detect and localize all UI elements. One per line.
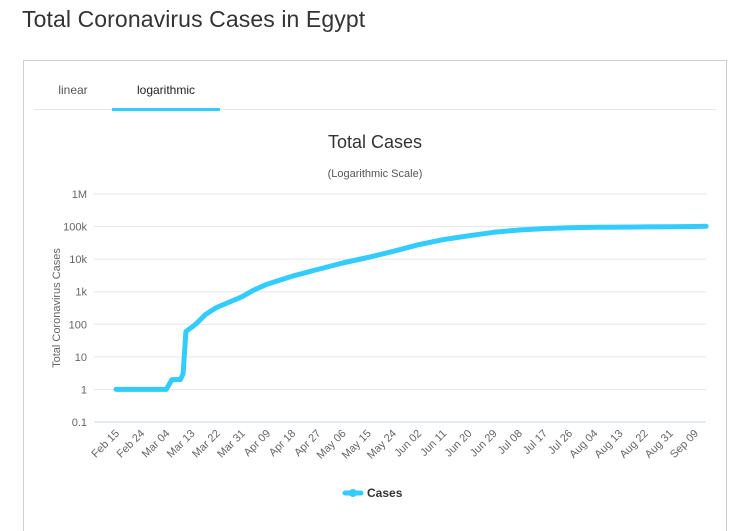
chart-panel: linear logarithmic Total Cases (Logarithm… xyxy=(23,60,727,531)
tab-linear-label: linear xyxy=(58,83,88,97)
x-tick-label: Apr 18 xyxy=(267,428,298,459)
chart-subtitle: (Logarithmic Scale) xyxy=(328,168,423,180)
x-tick-label: Jun 02 xyxy=(392,428,424,460)
y-tick-label: 1M xyxy=(72,189,87,201)
x-tick-label: Jun 20 xyxy=(443,428,475,460)
x-tick-label: Jun 29 xyxy=(468,428,500,460)
chart-title: Total Cases xyxy=(328,132,422,152)
y-tick-label: 0.1 xyxy=(72,417,87,429)
tab-logarithmic-label: logarithmic xyxy=(136,83,196,97)
y-tick-label: 10k xyxy=(69,254,87,266)
y-tick-label: 1k xyxy=(75,287,87,299)
page-title: Total Coronavirus Cases in Egypt xyxy=(22,6,366,32)
series-line-cases xyxy=(113,223,709,392)
cases-chart: Total Cases (Logarithmic Scale) 0.1 1 10 100 1… xyxy=(51,132,709,500)
x-tick-label: Sep 09 xyxy=(668,428,701,461)
x-tick-label: Apr 09 xyxy=(242,428,273,459)
legend-label-cases: Cases xyxy=(367,486,403,500)
x-tick-label: Jul 08 xyxy=(496,428,525,457)
x-tick-label: Mar 31 xyxy=(215,428,248,461)
active-tab-indicator xyxy=(112,108,220,111)
scale-tabs: linear logarithmic xyxy=(34,61,716,111)
y-axis-title: Total Coronavirus Cases xyxy=(51,248,63,368)
y-tick-label: 1 xyxy=(81,384,87,396)
legend-marker xyxy=(349,489,357,497)
x-tick-label: Jul 17 xyxy=(521,428,550,457)
y-tick-label: 10 xyxy=(75,352,87,364)
y-tick-label: 100 xyxy=(69,319,87,331)
tab-logarithmic[interactable]: logarithmic xyxy=(112,61,220,111)
y-tick-label: 100k xyxy=(63,222,87,234)
tab-linear[interactable]: linear xyxy=(34,61,112,109)
